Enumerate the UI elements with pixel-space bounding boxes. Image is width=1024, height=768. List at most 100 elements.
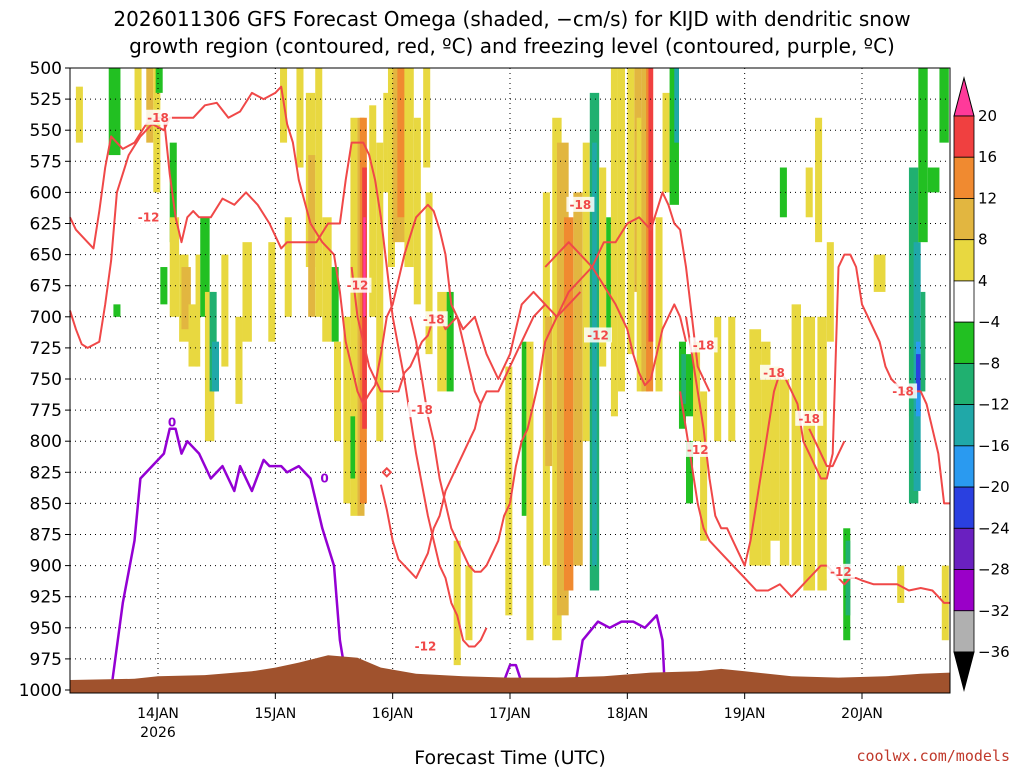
dgz-label-bg-9 [683, 441, 712, 457]
colorbar-swatch-9 [953, 486, 975, 529]
omega-band-83 [700, 391, 708, 541]
omega-band-86 [749, 329, 762, 566]
dgz-label-9: -12 [687, 443, 709, 457]
omega-band-105 [915, 354, 921, 392]
omega-band-91 [791, 304, 801, 566]
omega-band-33 [350, 416, 356, 479]
omega-band-71 [641, 68, 649, 392]
omega-band-92 [805, 167, 813, 218]
y-tick-label-700: 700 [30, 308, 62, 328]
omega-band-21 [268, 242, 276, 342]
omega-band-79 [681, 354, 686, 404]
omega-band-58 [556, 142, 569, 616]
omega-band-60 [573, 192, 583, 566]
dgz-contour-3 [409, 291, 582, 573]
colorbar-swatch-7 [953, 404, 975, 447]
colorbar-swatch-4 [953, 280, 975, 323]
omega-band-6 [155, 68, 163, 93]
omega-band-31 [343, 316, 351, 504]
omega-band-51 [465, 565, 473, 641]
x-tick-label-15JAN: 15JAN [254, 706, 296, 722]
colorbar-label-10: −24 [978, 519, 1010, 537]
y-tick-label-875: 875 [30, 526, 62, 546]
colorbar-label-2: 12 [978, 189, 997, 207]
dgz-label-bg-7 [584, 327, 612, 343]
omega-band-13 [195, 254, 201, 367]
omega-band-26 [308, 155, 316, 317]
colorbar-swatch-2 [953, 198, 975, 241]
dgz-label-bg-2 [343, 277, 372, 293]
omega-band-74 [655, 217, 663, 392]
colorbar-swatch-5 [953, 321, 975, 364]
colorbar-label-6: −8 [978, 354, 1000, 372]
omega-band-61 [582, 142, 590, 442]
omega-band-38 [369, 105, 377, 317]
omega-band-49 [446, 291, 454, 392]
omega-band-106 [918, 68, 928, 243]
dgz-label-8: -18 [693, 338, 715, 352]
dgz-contour-5 [544, 241, 687, 387]
omega-band-9 [169, 217, 180, 317]
x-tick-sublabel: 2026 [140, 725, 176, 741]
omega-band-30 [334, 341, 342, 442]
omega-band-54 [526, 341, 534, 641]
dgz-label-bg-11 [795, 410, 824, 426]
omega-band-11 [181, 267, 191, 330]
y-tick-label-1000: 1000 [19, 681, 62, 701]
dgz-label-bg-1 [134, 209, 163, 225]
dgz-label-bg-3 [419, 311, 448, 327]
x-tick-label-19JAN: 19JAN [724, 706, 766, 722]
colorbar-swatch-10 [953, 527, 975, 570]
omega-band-88 [770, 366, 780, 541]
dgz-label-bg-8 [689, 337, 718, 353]
omega-band-107 [920, 291, 926, 392]
x-tick-label-18JAN: 18JAN [606, 706, 648, 722]
colorbar-label-13: −36 [978, 643, 1010, 661]
colorbar-swatch-0 [953, 115, 975, 158]
omega-band-65 [606, 217, 611, 342]
y-tick-label-675: 675 [30, 277, 62, 297]
terrain-fill [70, 655, 950, 693]
omega-band-47 [425, 192, 433, 355]
omega-band-41 [387, 68, 396, 268]
y-axis: 500 525 550 575 600 625 650 675 700 725 750 775 800 8… [19, 59, 70, 701]
omega-band-44 [404, 68, 414, 268]
omega-band-90 [779, 379, 790, 566]
omega-band-73 [648, 68, 654, 342]
omega-band-59 [563, 217, 574, 591]
freezing-label-0: 0 [168, 416, 176, 430]
omega-band-64 [599, 167, 607, 367]
omega-band-17 [211, 341, 220, 392]
colorbar-label-7: −12 [978, 396, 1010, 414]
dgz-contour-1 [69, 116, 488, 648]
omega-band-0 [75, 86, 83, 143]
y-tick-label-975: 975 [30, 650, 62, 670]
colorbar-label-11: −28 [978, 561, 1010, 579]
y-tick-label-750: 750 [30, 370, 62, 390]
dgz-label-2: -12 [347, 279, 369, 293]
omega-band-84 [714, 316, 722, 442]
colorbar-swatch-3 [953, 239, 975, 282]
dgz-label-bg-5 [411, 638, 440, 654]
omega-band-82 [693, 341, 701, 442]
y-tick-label-775: 775 [30, 401, 62, 421]
omega-band-99 [873, 254, 886, 292]
colorbar-swatch-12 [953, 610, 975, 653]
omega-band-108 [927, 167, 940, 193]
y-tick-label-525: 525 [30, 90, 62, 110]
omega-band-52 [505, 366, 513, 616]
omega-band-43 [397, 68, 405, 218]
freezing-label-1: 0 [320, 472, 328, 486]
dgz-label-7: -12 [587, 328, 609, 342]
omega-band-37 [363, 217, 366, 317]
x-tick-label-17JAN: 17JAN [489, 706, 531, 722]
y-tick-label-725: 725 [30, 339, 62, 359]
dgz-label-4: -18 [411, 403, 433, 417]
omega-band-14 [200, 217, 210, 317]
omega-band-76 [669, 68, 679, 205]
omega-band-39 [376, 142, 384, 442]
dgz-label-1: -12 [138, 210, 160, 224]
omega-band-48 [437, 291, 447, 392]
dgz-label-bg-6 [566, 196, 595, 212]
omega-band-4 [146, 68, 154, 143]
